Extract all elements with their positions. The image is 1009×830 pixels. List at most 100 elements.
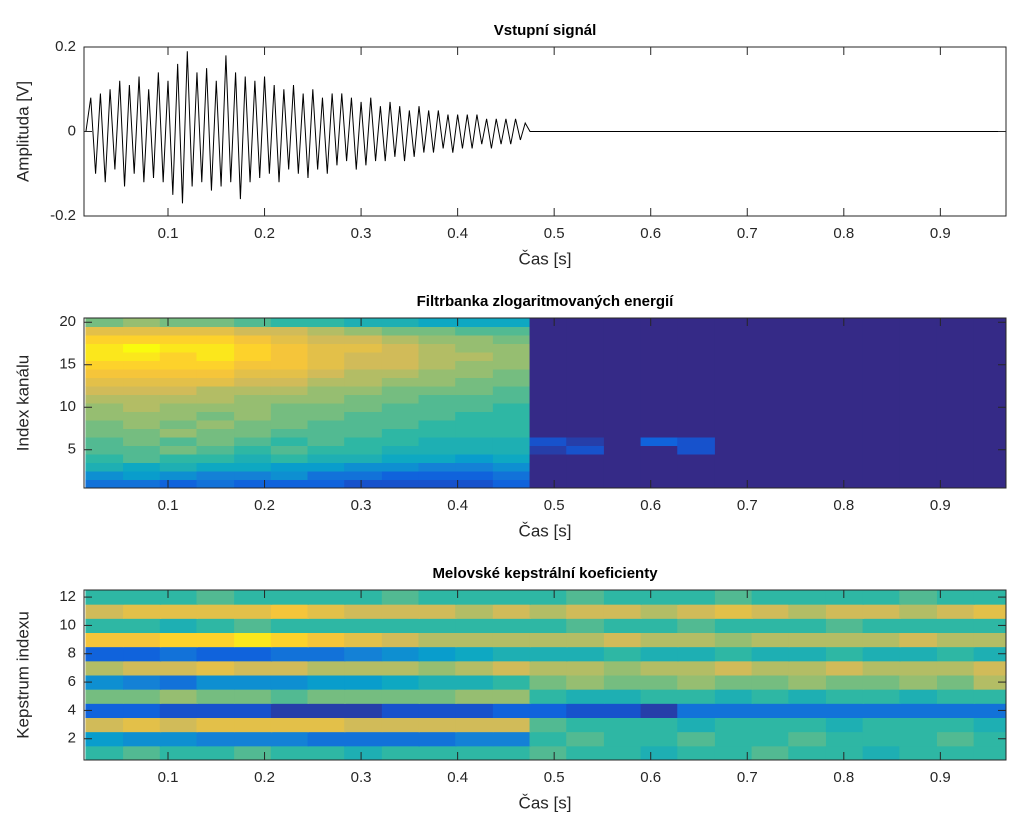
heat-cell: [123, 745, 162, 760]
heat-cell: [159, 590, 198, 605]
y-tick-label: 2: [68, 730, 76, 747]
heat-cell: [234, 675, 273, 690]
heat-cell: [529, 675, 568, 690]
heat-cell: [455, 360, 494, 370]
heat-cell: [492, 745, 532, 760]
heat-cell: [751, 326, 790, 336]
heat-cell: [344, 326, 383, 336]
heat-cell: [862, 745, 901, 760]
heat-cell: [899, 660, 938, 676]
heat-cell: [714, 386, 754, 395]
heat-cell: [344, 360, 383, 370]
heat-cell: [307, 675, 346, 690]
heat-cell: [307, 318, 346, 327]
heat-cell: [123, 369, 162, 378]
heat-cell: [85, 369, 124, 378]
heat-cell: [270, 454, 309, 463]
heat-cell: [159, 632, 198, 648]
heat-cell: [418, 445, 457, 455]
heat-cell: [418, 618, 457, 633]
heat-cell: [529, 703, 568, 718]
heat-cell: [788, 428, 827, 438]
x-tick-label: 0.3: [351, 497, 372, 514]
heat-cell: [455, 318, 494, 327]
heat-cell: [234, 731, 273, 747]
heat-cell: [899, 437, 938, 446]
heat-cell: [899, 403, 938, 412]
heat-cell: [529, 437, 568, 446]
heat-cell: [714, 731, 754, 747]
heat-cell: [85, 731, 124, 747]
heat-cell: [270, 445, 309, 455]
heat-cell: [492, 660, 532, 676]
heat-cell: [307, 394, 346, 404]
heat-cell: [159, 335, 198, 344]
heat-cell: [640, 717, 679, 733]
heat-cell: [381, 462, 420, 472]
heat-cell: [640, 660, 679, 676]
heat-cell: [603, 369, 643, 378]
heat-cell: [825, 618, 865, 633]
heat-cell: [159, 471, 198, 480]
x-tick-label: 0.9: [930, 769, 951, 786]
heat-cell: [788, 377, 827, 387]
heat-cell: [936, 462, 976, 472]
heat-cell: [270, 326, 309, 336]
heat-cell: [751, 717, 790, 733]
heat-cell: [123, 377, 162, 387]
heat-cell: [418, 745, 457, 760]
heat-cell: [788, 352, 827, 361]
heat-cell: [640, 745, 679, 760]
heat-cell: [862, 318, 901, 327]
heat-cell: [936, 445, 976, 455]
heat-cell: [159, 428, 198, 438]
heat-cell: [899, 703, 938, 718]
heat-cell: [529, 318, 568, 327]
heat-cell: [123, 717, 162, 733]
heat-cell: [85, 386, 124, 395]
heat-cell: [159, 731, 198, 747]
heat-cell: [85, 604, 124, 619]
heat-cell: [788, 731, 827, 747]
heat-cell: [529, 646, 568, 662]
heat-cell: [529, 632, 568, 648]
heat-cell: [899, 590, 938, 605]
heat-cell: [85, 689, 124, 704]
heat-cell: [677, 326, 716, 336]
heat-cell: [936, 352, 976, 361]
heat-cell: [751, 632, 790, 648]
heat-cell: [234, 403, 273, 412]
heat-cell: [862, 632, 901, 648]
heat-cell: [159, 326, 198, 336]
heat-cell: [529, 377, 568, 387]
heat-cell: [381, 454, 420, 463]
heat-cell: [640, 604, 679, 619]
heat-cell: [899, 731, 938, 747]
heat-cell: [418, 377, 457, 387]
heat-cell: [418, 326, 457, 336]
heat-cell: [270, 646, 309, 662]
heat-cell: [455, 632, 494, 648]
x-tick-label: 0.1: [158, 225, 179, 242]
heat-cell: [566, 377, 605, 387]
heat-cell: [899, 454, 938, 463]
heat-cell: [381, 343, 420, 353]
x-tick-label: 0.3: [351, 769, 372, 786]
heat-cell: [123, 479, 162, 488]
heat-cell: [640, 437, 679, 446]
heat-cell: [492, 462, 532, 472]
heat-cell: [640, 352, 679, 361]
heat-cell: [751, 689, 790, 704]
heat-cell: [492, 352, 532, 361]
x-tick-label: 0.7: [737, 769, 758, 786]
heat-cell: [862, 428, 901, 438]
heat-cell: [862, 462, 901, 472]
heat-cell: [196, 745, 235, 760]
heat-cell: [899, 411, 938, 421]
y-tick-label: 20: [59, 313, 76, 330]
heat-cell: [529, 454, 568, 463]
heat-cell: [825, 318, 865, 327]
heat-cell: [418, 689, 457, 704]
y-tick-label: 8: [68, 645, 76, 662]
heat-cell: [788, 343, 827, 353]
